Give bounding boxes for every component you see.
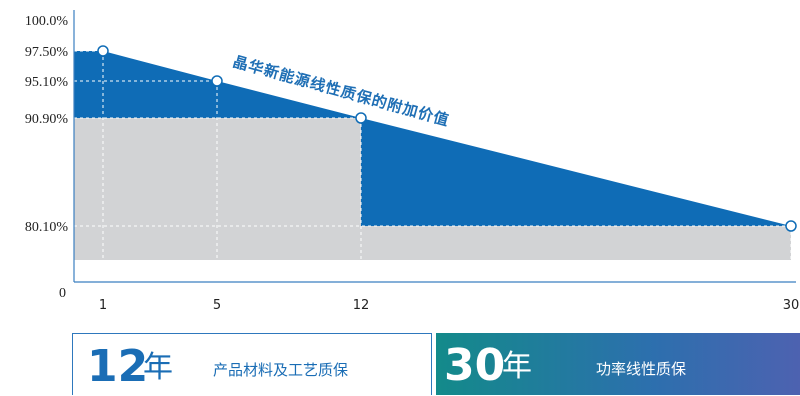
chart-areas (74, 51, 791, 260)
y-tick-label: 100.0% (25, 14, 69, 29)
power-warranty-card: 30 年 功率线性质保 (436, 333, 800, 395)
gray-area (74, 118, 791, 260)
y-tick-label: 95.10% (25, 75, 69, 90)
power-warranty-label: 功率线性质保 (596, 360, 687, 378)
data-point-marker (785, 220, 797, 232)
data-point-marker (355, 112, 367, 124)
product-warranty-label: 产品材料及工艺质保 (213, 361, 349, 379)
x-tick-label: 12 (353, 298, 370, 313)
chart-axes (73, 10, 796, 283)
blue-area (74, 51, 791, 226)
data-point-marker (97, 45, 109, 57)
data-markers (97, 45, 797, 232)
x-tick-labels: 1 5 12 30 (99, 298, 799, 313)
y-tick-labels: 100.0% 97.50% 95.10% 90.90% 80.10% 0 (25, 14, 69, 301)
warranty-chart: 100.0%97.50%95.10%90.90%80.10%0 1 5 12 30 晶… (25, 10, 799, 313)
data-point-marker (211, 75, 223, 87)
x-tick-label: 5 (213, 298, 221, 313)
product-warranty-years: 12 (87, 341, 149, 392)
x-tick-label: 1 (99, 298, 107, 313)
y-tick-label: 80.10% (25, 220, 69, 235)
power-warranty-unit: 年 (502, 349, 532, 384)
power-warranty-years: 30 (444, 340, 506, 391)
x-tick-label: 30 (783, 298, 800, 313)
y-tick-label: 97.50% (25, 45, 69, 60)
y-tick-label: 0 (59, 286, 66, 301)
product-warranty-card: 12 年 产品材料及工艺质保 (72, 333, 432, 395)
y-tick-label: 90.90% (25, 112, 69, 127)
product-warranty-unit: 年 (143, 350, 173, 385)
